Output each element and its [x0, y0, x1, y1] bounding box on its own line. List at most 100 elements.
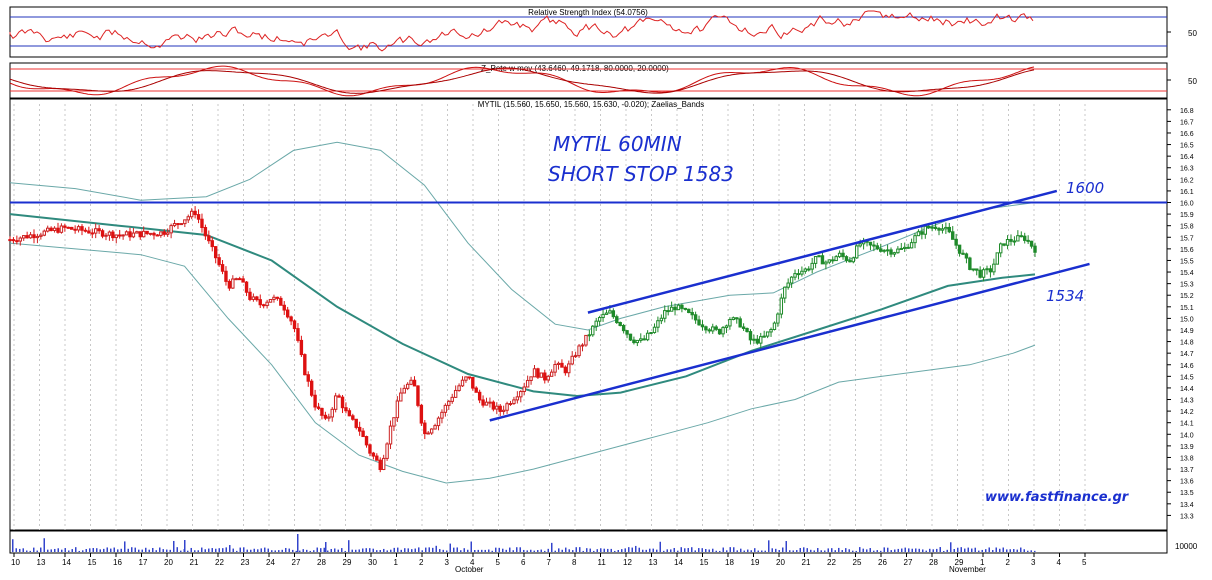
- volume-bar: [19, 548, 21, 552]
- candle-body: [563, 366, 568, 374]
- candle-body: [8, 239, 12, 242]
- volume-bar: [624, 548, 626, 552]
- volume-bar: [715, 550, 717, 552]
- candle-body: [988, 268, 993, 273]
- candle-body: [1012, 240, 1017, 243]
- volume-bar: [859, 547, 861, 552]
- candle-body: [868, 241, 873, 246]
- volume-bar: [435, 545, 437, 552]
- volume-bar: [782, 547, 784, 552]
- volume-bar: [894, 549, 896, 552]
- volume-bar: [908, 548, 910, 552]
- candle-body: [961, 252, 965, 255]
- candle-body: [748, 331, 753, 341]
- candle-body: [351, 415, 355, 420]
- candle-body: [779, 297, 784, 315]
- month-label-october: October: [455, 565, 484, 574]
- volume-bar: [792, 550, 794, 552]
- x-tick-label: 3: [445, 558, 450, 567]
- candle-body: [429, 428, 434, 434]
- volume-bar: [810, 549, 812, 552]
- volume-bar: [862, 548, 864, 552]
- volume-bar: [82, 550, 84, 552]
- candle-body: [323, 414, 328, 419]
- x-tick-label: 3: [1031, 558, 1036, 567]
- x-tick-label: 19: [751, 558, 760, 567]
- x-tick-label: 25: [853, 558, 862, 567]
- volume-bar: [421, 550, 423, 552]
- volume-bar: [817, 548, 819, 552]
- candle-body: [104, 234, 108, 237]
- candle-body: [618, 322, 622, 327]
- candle-body: [15, 240, 19, 243]
- x-tick-label: 24: [266, 558, 275, 567]
- volume-bar: [789, 550, 791, 552]
- volume-bar: [509, 547, 511, 552]
- volume-bar: [334, 548, 336, 552]
- candle-body: [1005, 239, 1010, 246]
- volume-bar: [180, 550, 182, 552]
- candle-body: [992, 263, 996, 273]
- candle-body: [968, 257, 972, 270]
- candle-body: [985, 268, 989, 271]
- candle-body: [954, 238, 958, 246]
- volume-bar: [96, 548, 98, 552]
- volume-bar: [519, 547, 521, 552]
- volume-bar: [712, 548, 714, 552]
- label-1600: 1600: [1066, 179, 1104, 197]
- volume-bar: [883, 547, 885, 552]
- candle-body: [536, 368, 540, 378]
- volume-bar: [442, 549, 444, 552]
- volume-bar: [1023, 549, 1025, 552]
- x-tick-label: 21: [802, 558, 811, 567]
- volume-bar: [369, 548, 371, 552]
- candle-body: [220, 264, 225, 272]
- candle-body: [145, 230, 149, 235]
- candle-body: [909, 242, 914, 249]
- y-tick-label: 14.3: [1180, 398, 1194, 405]
- volume-bar: [778, 550, 780, 552]
- candle-body: [759, 336, 763, 344]
- volume-bar: [166, 549, 168, 552]
- volume-bar: [1006, 549, 1008, 552]
- candle-body: [234, 278, 238, 281]
- rsi-label: Relative Strength Index (54.0756): [528, 8, 648, 17]
- candle-body: [587, 334, 592, 337]
- volume-bar: [138, 549, 140, 552]
- candle-body: [937, 227, 941, 231]
- candle-body: [711, 326, 715, 332]
- volume-bar: [57, 548, 59, 552]
- candle-body: [186, 216, 190, 221]
- candle-body: [268, 298, 273, 303]
- volume-bar: [743, 550, 745, 552]
- candle-body: [457, 385, 461, 391]
- volume-bar: [26, 550, 28, 552]
- volume-bar: [988, 547, 990, 552]
- candle-body: [426, 432, 430, 435]
- volume-bar: [820, 550, 822, 552]
- candle-body: [522, 386, 526, 393]
- candle-body: [944, 226, 948, 230]
- volume-bar: [631, 547, 633, 552]
- candle-body: [981, 269, 986, 278]
- volume-bar: [869, 548, 871, 552]
- x-tick-label: 22: [215, 558, 224, 567]
- volume-bar: [313, 550, 315, 552]
- volume-bar: [211, 548, 213, 552]
- volume-bar: [232, 548, 234, 552]
- volume-bar: [698, 548, 700, 552]
- x-tick-label: 2: [1006, 558, 1011, 567]
- volume-bar: [397, 547, 399, 552]
- volume-bar: [292, 549, 294, 552]
- candle-body: [491, 401, 496, 410]
- candle-body: [793, 273, 797, 278]
- candle-body: [858, 243, 862, 247]
- volume-bar: [974, 547, 976, 552]
- x-tick-label: 13: [649, 558, 658, 567]
- candle-body: [272, 296, 276, 300]
- volume-bar: [215, 548, 217, 552]
- candle-body: [529, 376, 533, 381]
- candle-body: [107, 231, 112, 236]
- y-tick-label: 16.2: [1180, 177, 1194, 184]
